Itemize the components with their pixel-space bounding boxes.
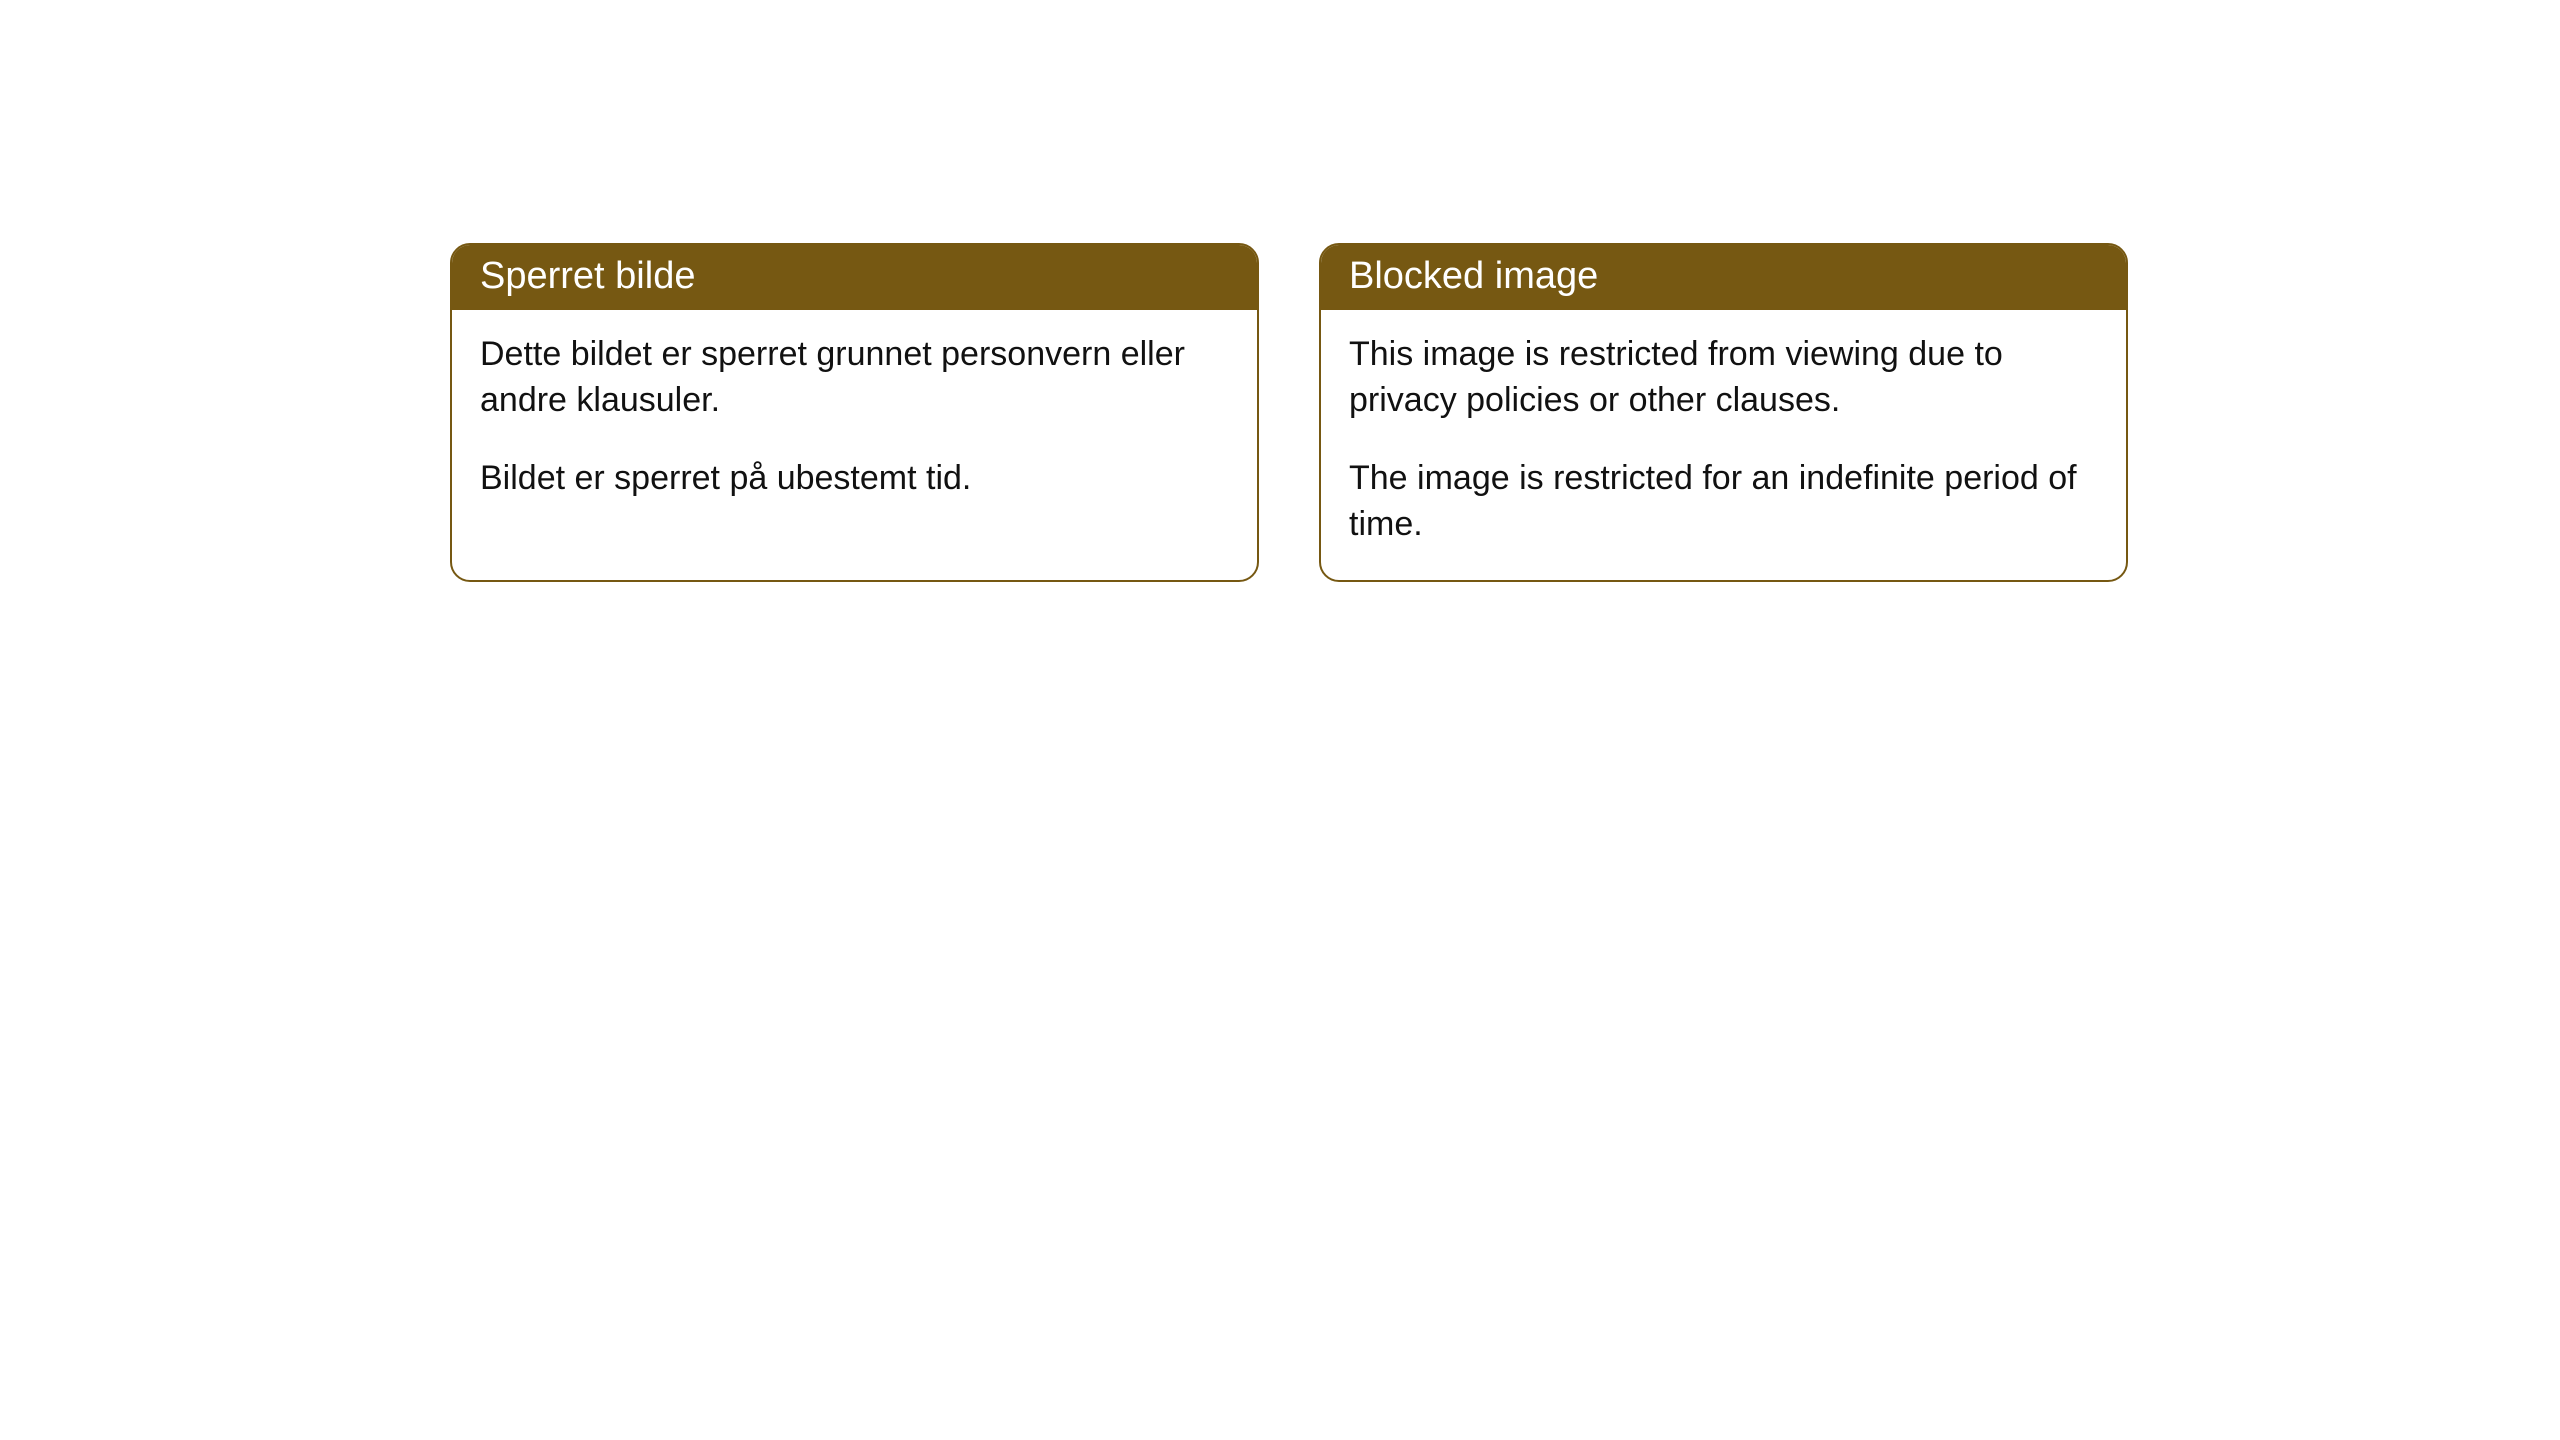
notice-title-norwegian: Sperret bilde <box>452 245 1257 310</box>
notice-card-norwegian: Sperret bilde Dette bildet er sperret gr… <box>450 243 1259 582</box>
notice-paragraph: Bildet er sperret på ubestemt tid. <box>480 456 1229 502</box>
notice-body-english: This image is restricted from viewing du… <box>1321 310 2126 580</box>
notice-paragraph: The image is restricted for an indefinit… <box>1349 456 2098 548</box>
notice-card-english: Blocked image This image is restricted f… <box>1319 243 2128 582</box>
notice-paragraph: This image is restricted from viewing du… <box>1349 332 2098 424</box>
notice-paragraph: Dette bildet er sperret grunnet personve… <box>480 332 1229 424</box>
notice-title-english: Blocked image <box>1321 245 2126 310</box>
notice-body-norwegian: Dette bildet er sperret grunnet personve… <box>452 310 1257 534</box>
notice-container: Sperret bilde Dette bildet er sperret gr… <box>0 0 2560 582</box>
